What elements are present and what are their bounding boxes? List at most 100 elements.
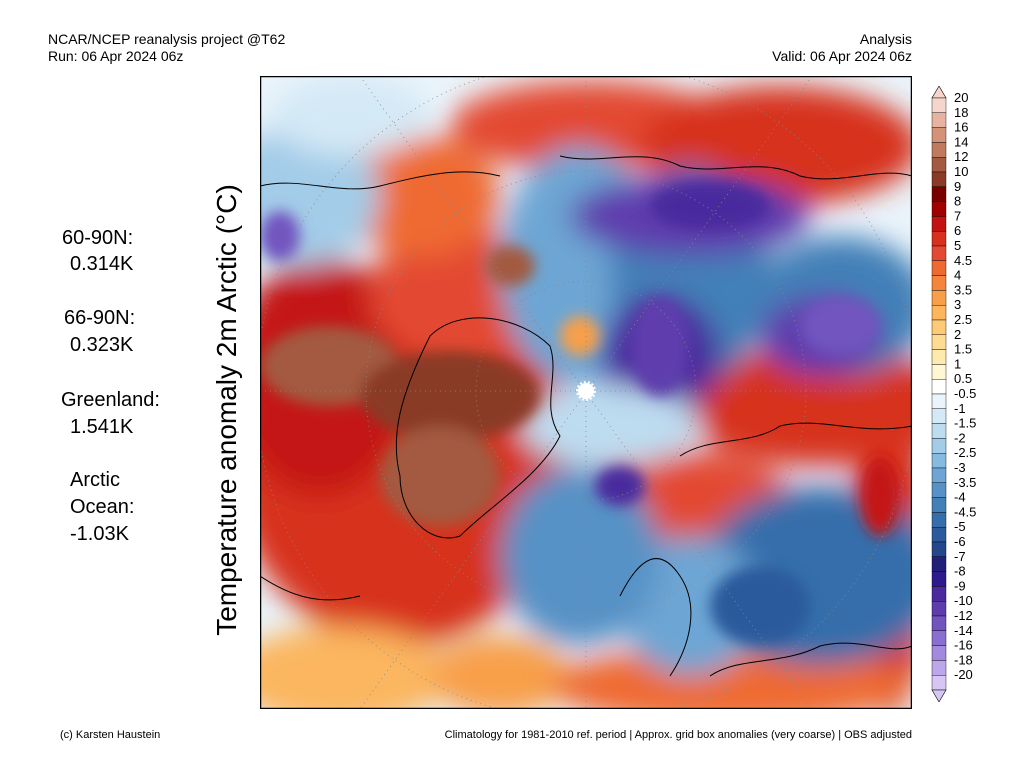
colorbar-swatch xyxy=(931,645,947,661)
colorbar-tick-label: 18 xyxy=(954,105,968,120)
colorbar-swatch xyxy=(931,586,947,602)
colorbar-tick-label: 4.5 xyxy=(954,253,972,268)
stat-60-90n-label: 60-90N: xyxy=(62,227,134,249)
analysis-label: Analysis xyxy=(859,31,912,47)
coastlines xyxy=(260,155,912,677)
colorbar-tick-label: -1 xyxy=(954,401,966,416)
colorbar-swatch xyxy=(931,97,947,114)
colorbar-tick-label: -10 xyxy=(954,593,973,608)
colorbar-tick-label: -14 xyxy=(954,623,973,638)
colorbar-swatch xyxy=(931,364,947,380)
colorbar-swatch xyxy=(931,379,947,395)
colorbar-swatch xyxy=(931,453,947,469)
stat-60-90n-value: 0.314K xyxy=(70,253,134,275)
colorbar-tick-label: -20 xyxy=(954,667,973,682)
map-border xyxy=(260,76,912,709)
colorbar-swatch xyxy=(931,334,947,350)
colorbar-swatch xyxy=(931,319,947,336)
colorbar-swatch xyxy=(931,260,947,276)
colorbar-tick-label: 1.5 xyxy=(954,342,972,357)
colorbar-swatch xyxy=(931,541,947,558)
colorbar-tick-label: 16 xyxy=(954,120,968,135)
anomaly-field-broad xyxy=(260,76,912,709)
footer-note: Climatology for 1981-2010 ref. period | … xyxy=(444,729,912,741)
colorbar-tick-label: -16 xyxy=(954,638,973,653)
colorbar-tick-label: 2.5 xyxy=(954,312,972,327)
colorbar-tick-label: -5 xyxy=(954,519,966,534)
colorbar-swatch xyxy=(931,467,947,484)
colorbar-tick-label: -6 xyxy=(954,534,966,549)
colorbar-swatch xyxy=(931,438,947,454)
stat-arctic-ocean-value: -1.03K xyxy=(70,523,129,545)
stat-greenland-label: Greenland: xyxy=(61,389,160,411)
colorbar-tick-label: 7 xyxy=(954,208,961,223)
colorbar-tick-label: -18 xyxy=(954,652,973,667)
y-axis-label: Temperature anomaly 2m Arctic (°C) xyxy=(211,184,242,636)
colorbar-tick-label: -2.5 xyxy=(954,445,976,460)
colorbar-swatch xyxy=(931,393,947,410)
north-pole-marker xyxy=(576,381,596,401)
stat-greenland-value: 1.541K xyxy=(70,416,134,438)
colorbar-tick-label: 1 xyxy=(954,356,961,371)
model-title: NCAR/NCEP reanalysis project @T62 xyxy=(48,31,286,47)
colorbar-swatch xyxy=(931,660,947,676)
colorbar-swatch xyxy=(931,512,947,528)
colorbar-swatch xyxy=(931,615,947,632)
colorbar-swatch xyxy=(931,408,947,424)
colorbar-swatch xyxy=(931,423,947,439)
colorbar-tick-label: 3 xyxy=(954,297,961,312)
colorbar-swatch xyxy=(931,112,947,128)
anomaly-map xyxy=(260,76,912,709)
colorbar-swatch xyxy=(931,482,947,498)
colorbar-swatch xyxy=(931,186,947,202)
colorbar-swatch xyxy=(931,556,947,572)
colorbar-tick-label: -0.5 xyxy=(954,386,976,401)
colorbar-swatch xyxy=(931,245,947,262)
colorbar-tick-label: 9 xyxy=(954,179,961,194)
anomaly-field-detail xyxy=(260,181,900,646)
colorbar-tick-label: 20 xyxy=(954,90,968,105)
colorbar-tick-label: -7 xyxy=(954,549,966,564)
colorbar-tick-label: 14 xyxy=(954,134,968,149)
colorbar-swatch xyxy=(931,349,947,365)
colorbar-swatch xyxy=(931,216,947,232)
colorbar-tick-label: -2 xyxy=(954,430,966,445)
colorbar-tick-label: -4.5 xyxy=(954,504,976,519)
valid-time: Valid: 06 Apr 2024 06z xyxy=(772,48,912,64)
colorbar-tick-label: 5 xyxy=(954,238,961,253)
colorbar: 201816141210987654.543.532.521.510.5-0.5… xyxy=(931,86,976,702)
stat-66-90n-label: 66-90N: xyxy=(64,307,136,329)
colorbar-swatch xyxy=(931,275,947,291)
colorbar-swatch xyxy=(931,230,947,247)
colorbar-tick-label: 0.5 xyxy=(954,371,972,386)
colorbar-swatch xyxy=(931,290,947,306)
colorbar-tick-label: 6 xyxy=(954,223,961,238)
colorbar-swatch xyxy=(931,675,947,691)
colorbar-swatch xyxy=(931,127,947,143)
colorbar-top-arrow xyxy=(931,86,947,99)
colorbar-tick-label: 10 xyxy=(954,164,968,179)
colorbar-swatch xyxy=(931,571,947,587)
colorbar-tick-label: 8 xyxy=(954,194,961,209)
colorbar-swatch xyxy=(931,630,947,646)
stat-arctic-label: Arctic xyxy=(70,469,120,491)
colorbar-tick-label: 3.5 xyxy=(954,282,972,297)
run-time: Run: 06 Apr 2024 06z xyxy=(48,48,184,64)
stat-66-90n-value: 0.323K xyxy=(70,334,134,356)
colorbar-tick-label: -3.5 xyxy=(954,475,976,490)
colorbar-tick-label: -12 xyxy=(954,608,973,623)
colorbar-swatch xyxy=(931,201,947,217)
colorbar-tick-label: -4 xyxy=(954,490,966,505)
colorbar-tick-label: 4 xyxy=(954,268,961,283)
colorbar-swatch xyxy=(931,171,947,188)
colorbar-tick-label: 12 xyxy=(954,149,968,164)
colorbar-swatch xyxy=(931,142,947,158)
colorbar-swatch xyxy=(931,156,947,173)
stat-ocean-label: Ocean: xyxy=(70,496,135,518)
credit-text: (c) Karsten Haustein xyxy=(60,729,161,741)
colorbar-tick-label: -1.5 xyxy=(954,416,976,431)
colorbar-tick-label: -8 xyxy=(954,564,966,579)
colorbar-tick-label: -9 xyxy=(954,578,966,593)
colorbar-swatch xyxy=(931,497,947,513)
colorbar-bottom-arrow xyxy=(931,689,947,702)
